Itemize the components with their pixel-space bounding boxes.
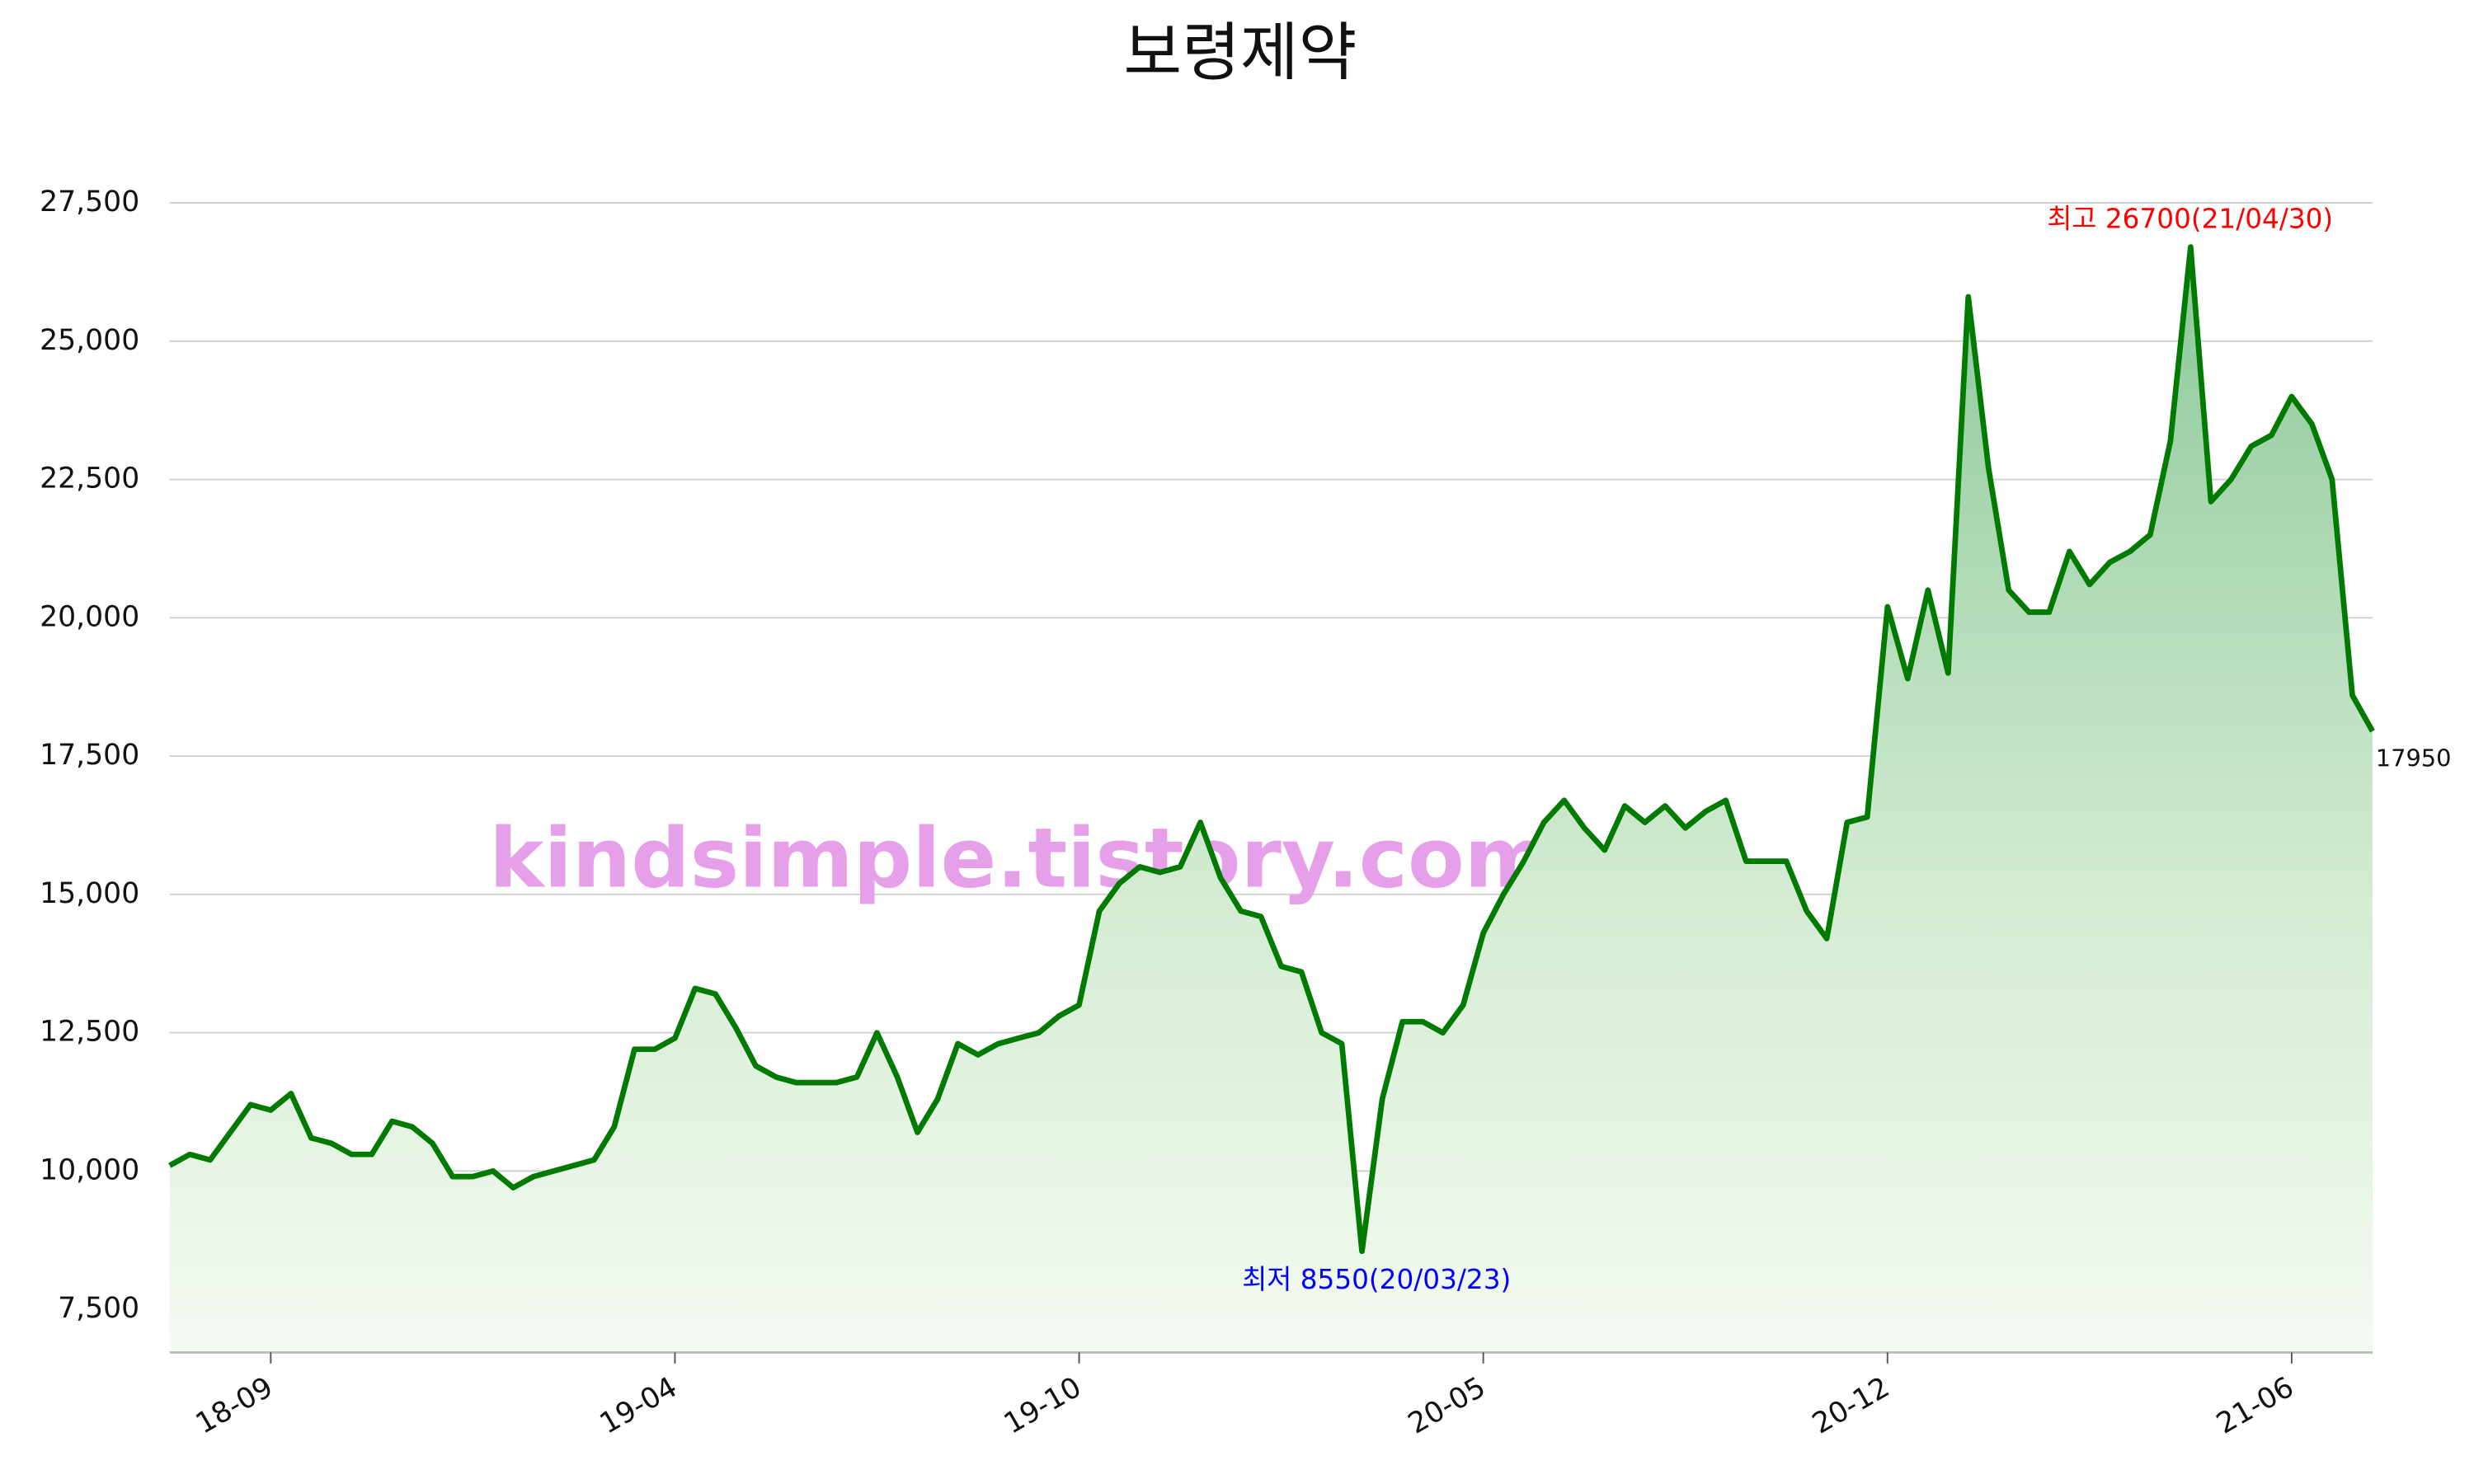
annotation: 최고 26700(21/04/30) [2047, 203, 2333, 234]
watermark: kindsimple.tistory.com [489, 810, 1550, 906]
annotation: 최저 8550(20/03/23) [1242, 1264, 1511, 1295]
y-tick-label: 15,000 [40, 877, 139, 910]
y-tick-label: 22,500 [40, 463, 139, 495]
y-tick-label: 25,000 [40, 324, 139, 357]
y-tick-label: 7,500 [58, 1292, 139, 1325]
price-line [168, 244, 2375, 1255]
y-tick-label: 17,500 [40, 739, 139, 772]
last-value-label: 17950 [2376, 744, 2452, 772]
area [169, 247, 2373, 1351]
y-tick-label: 20,000 [40, 600, 139, 633]
y-tick-label: 12,500 [40, 1016, 139, 1049]
chart-title: 보령제약 [1123, 16, 1357, 90]
y-tick-label: 10,000 [40, 1153, 139, 1186]
y-tick-label: 27,500 [40, 186, 139, 218]
